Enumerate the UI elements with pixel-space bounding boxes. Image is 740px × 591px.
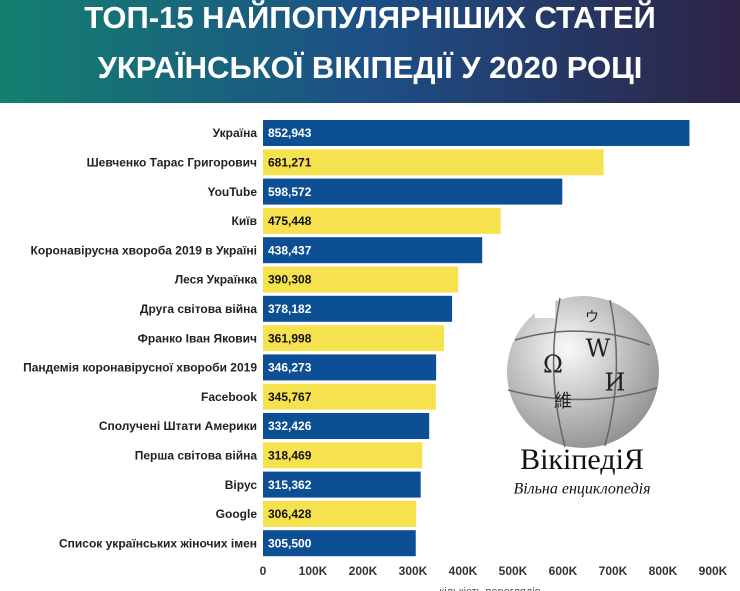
- logo-glyph: ウ: [585, 309, 599, 325]
- x-tick-label: 400K: [449, 564, 478, 578]
- bar: [263, 471, 421, 498]
- logo: [507, 296, 659, 448]
- logo-name: ВікіпедіЯ: [520, 443, 644, 476]
- value-label: 390,308: [268, 273, 312, 287]
- bar: [263, 266, 459, 293]
- bar: [263, 383, 436, 410]
- bar: [263, 149, 604, 176]
- value-label: 681,271: [268, 155, 312, 169]
- value-label: 346,273: [268, 361, 312, 375]
- bar: [263, 530, 416, 557]
- value-label: 306,428: [268, 507, 312, 521]
- puzzle-lines: [507, 297, 658, 448]
- logo-glyph: Ω: [543, 351, 563, 379]
- bar: [263, 120, 690, 146]
- banner: [0, 0, 740, 103]
- value-label: 598,572: [268, 185, 312, 199]
- bar: [263, 178, 563, 205]
- bar: [263, 500, 417, 527]
- globe: [507, 296, 659, 448]
- bar: [263, 442, 423, 469]
- x-tick-label: 500K: [499, 564, 528, 578]
- x-tick-label: 100K: [299, 564, 328, 578]
- x-tick-label: 600K: [549, 564, 578, 578]
- x-tick-label: 0: [260, 564, 267, 578]
- y-tick-label: Перша світова війна: [135, 448, 258, 462]
- value-label: 315,362: [268, 478, 312, 492]
- value-label: 852,943: [268, 126, 312, 140]
- logo-glyph: W: [586, 335, 611, 363]
- value-label: 345,767: [268, 390, 312, 404]
- x-axis-label: кількість переглядів: [439, 586, 540, 591]
- y-tick-label: Вірус: [225, 478, 258, 492]
- value-label: 332,426: [268, 419, 312, 433]
- y-tick-label: Друга світова війна: [140, 302, 257, 316]
- x-tick-label: 200K: [349, 564, 378, 578]
- logo-glyph: И: [605, 369, 626, 397]
- y-tick-label: YouTube: [207, 185, 257, 199]
- y-tick-label: Facebook: [201, 390, 257, 404]
- y-tick-label: Франко Іван Якович: [138, 331, 257, 345]
- value-label: 378,182: [268, 302, 312, 316]
- value-label: 318,469: [268, 448, 312, 462]
- bar: [263, 354, 437, 381]
- bar: [263, 207, 501, 234]
- x-tick-label: 700K: [599, 564, 628, 578]
- y-tick-label: Пандемія коронавірусної хвороби 2019: [23, 361, 257, 375]
- x-tick-label: 800K: [649, 564, 678, 578]
- bar: [263, 413, 430, 439]
- y-tick-label: Сполучені Штати Америки: [99, 419, 257, 433]
- missing-piece: [535, 298, 555, 318]
- y-tick-label: Україна: [213, 126, 258, 140]
- value-label: 475,448: [268, 214, 312, 228]
- x-tick-label: 300K: [399, 564, 428, 578]
- value-label: 438,437: [268, 243, 312, 257]
- bar: [263, 237, 483, 264]
- bar: [263, 325, 444, 352]
- value-label: 305,500: [268, 536, 312, 550]
- y-tick-label: Київ: [232, 214, 257, 228]
- y-tick-label: Список українських жіночих імен: [59, 536, 257, 550]
- y-tick-label: Шевченко Тарас Григорович: [87, 155, 257, 169]
- chart-title: ТОП-15 НАЙПОПУЛЯРНІШИХ СТАТЕЙ: [84, 0, 656, 35]
- y-tick-label: Коронавірусна хвороба 2019 в Україні: [31, 243, 257, 257]
- logo-tagline: Вільна енциклопедія: [513, 481, 650, 498]
- y-tick-label: Google: [216, 507, 258, 521]
- value-label: 361,998: [268, 331, 312, 345]
- x-tick-label: 900K: [699, 564, 728, 578]
- chart-title: УКРАЇНСЬКОЇ ВІКІПЕДІЇ У 2020 РОЦІ: [98, 50, 643, 85]
- logo-glyph: 維: [554, 391, 572, 411]
- y-tick-label: Леся Українка: [175, 273, 258, 287]
- bar: [263, 295, 453, 322]
